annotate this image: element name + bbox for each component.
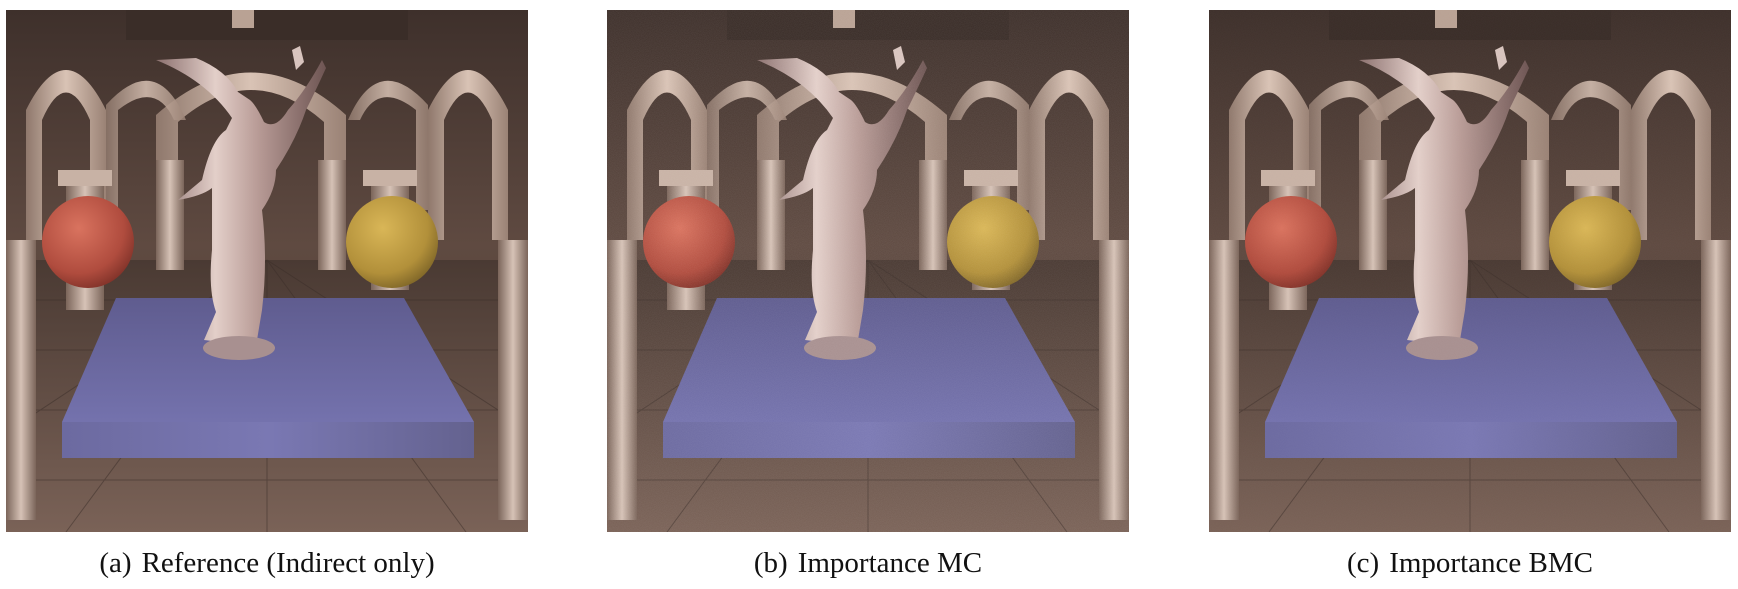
caption-label: (c) xyxy=(1347,547,1380,579)
render-scene-a xyxy=(6,10,528,532)
caption-reference: (a) Reference (Indirect only) xyxy=(0,547,567,580)
render-scene-c xyxy=(1209,10,1731,532)
importance-mc-render-image xyxy=(607,10,1129,532)
caption-label: (a) xyxy=(99,547,132,579)
importance-bmc-render-image xyxy=(1209,10,1731,532)
caption-text: Importance BMC xyxy=(1389,547,1593,579)
caption-label: (b) xyxy=(753,547,788,579)
caption-importance-bmc: (c) Importance BMC xyxy=(1170,547,1738,580)
caption-importance-mc: (b) Importance MC xyxy=(568,547,1168,580)
reference-render-image xyxy=(6,10,528,532)
caption-text: Importance MC xyxy=(797,547,983,579)
caption-text: Reference (Indirect only) xyxy=(141,547,435,579)
render-scene-b xyxy=(607,10,1129,532)
